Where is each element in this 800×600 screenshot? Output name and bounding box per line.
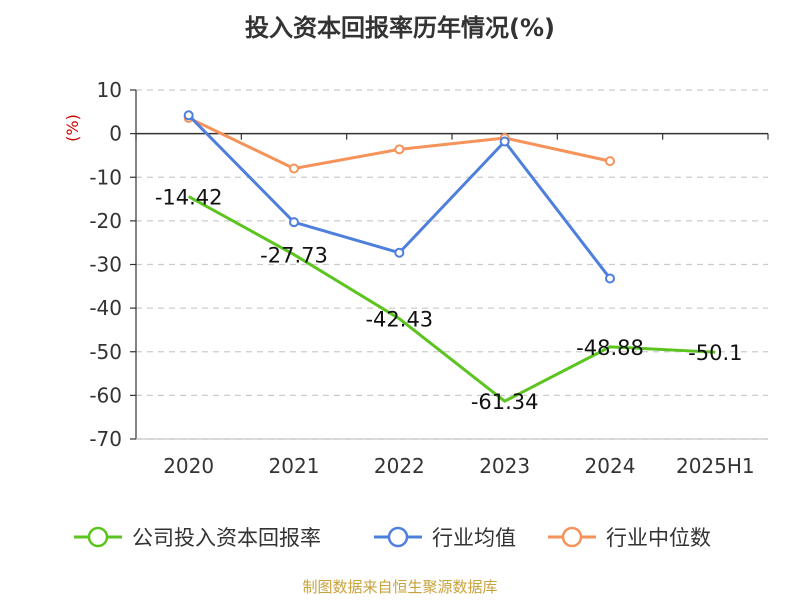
- y-tick-label: -30: [89, 253, 122, 277]
- series-point-3: [289, 163, 299, 174]
- series-point-2: [499, 136, 510, 147]
- legend-label: 行业均值: [432, 526, 516, 550]
- legend-label: 公司投入资本回报率: [132, 526, 321, 550]
- legend-item-1[interactable]: 公司投入资本回报率: [74, 526, 321, 550]
- y-tick-label: -40: [89, 296, 122, 320]
- series-point-2: [394, 247, 405, 258]
- x-tick-label: 2020: [163, 454, 214, 478]
- x-tick-label: 2025H1: [676, 454, 755, 478]
- series-point-2: [183, 110, 194, 121]
- axes: 10 0 -10 -20 -30 -40 -50 -60 -70 2020 2021 2022 2023…: [89, 78, 769, 478]
- x-tick-label: 2022: [374, 454, 425, 478]
- data-label: -48.88: [576, 336, 644, 360]
- y-tick-label: -10: [89, 165, 122, 189]
- series-point-2: [289, 217, 299, 228]
- legend-label: 行业中位数: [606, 526, 711, 550]
- y-tick-label: -60: [89, 383, 122, 407]
- data-label: -61.34: [471, 390, 539, 414]
- legend-marker: [561, 526, 583, 548]
- x-tick-label: 2021: [269, 454, 320, 478]
- legend-marker: [387, 526, 409, 548]
- legend[interactable]: 公司投入资本回报率 行业均值 行业中位数: [74, 526, 711, 550]
- data-label: -27.73: [260, 244, 328, 268]
- y-tick-label: -20: [89, 209, 122, 233]
- series-line-3: [188, 116, 611, 171]
- legend-marker: [87, 526, 109, 548]
- data-label: -14.42: [155, 186, 223, 210]
- y-tick-label: 10: [97, 78, 122, 102]
- series-line-1: [187, 195, 716, 403]
- x-tick-label: 2024: [585, 454, 636, 478]
- legend-item-3[interactable]: 行业中位数: [548, 526, 711, 550]
- y-tick-label: -70: [89, 427, 122, 451]
- data-label: -42.43: [365, 308, 433, 332]
- series-point-3: [394, 144, 405, 155]
- series-point-2: [605, 273, 615, 284]
- y-tick-label: -50: [89, 340, 122, 364]
- source-note: 制图数据来自恒生聚源数据库: [302, 578, 498, 596]
- series-point-3: [605, 156, 615, 167]
- data-label: -50.1: [688, 341, 742, 365]
- y-axis-unit-label: (%): [63, 114, 82, 142]
- chart-title: 投入资本回报率历年情况(%): [245, 14, 555, 42]
- data-labels: -14.42 -27.73 -42.43 -61.34 -48.88 -50.1: [155, 186, 743, 415]
- y-tick-label: 0: [109, 122, 122, 146]
- series-lines: [183, 110, 716, 403]
- x-tick-label: 2023: [479, 454, 530, 478]
- legend-item-2[interactable]: 行业均值: [374, 526, 516, 550]
